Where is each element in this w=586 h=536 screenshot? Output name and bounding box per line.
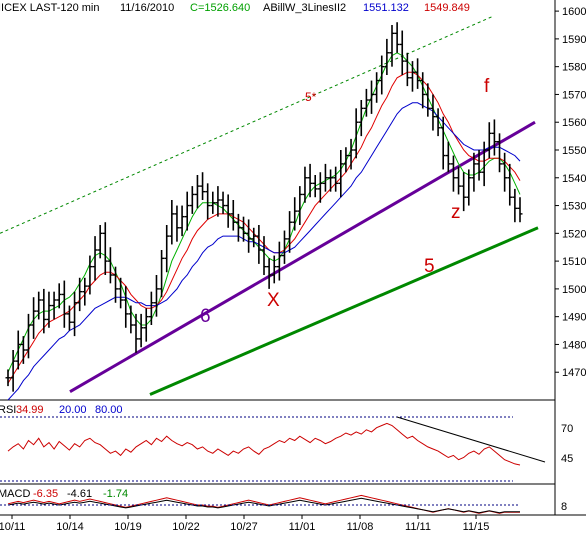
annotation-6: 6 bbox=[200, 306, 211, 327]
rsi-value: 34.99 bbox=[16, 404, 44, 416]
price-tick-label: 1510 bbox=[562, 256, 586, 268]
trendline-6 bbox=[69, 120, 536, 393]
time-tick-label: 10/14 bbox=[56, 521, 84, 533]
annotation-f: f bbox=[484, 76, 490, 97]
price-tick-label: 1470 bbox=[562, 367, 586, 379]
rsi-line bbox=[7, 422, 521, 466]
time-tick-label: 11/11 bbox=[405, 521, 431, 533]
macd-lines bbox=[0, 494, 520, 514]
price-axis: 1470 1480 1490 1500 1510 1520 1530 1540 1550 1560… bbox=[555, 6, 586, 379]
price-tick-label: 1490 bbox=[562, 312, 586, 324]
study-value-2: 1549.849 bbox=[424, 2, 470, 14]
price-tick-label: 1570 bbox=[562, 89, 586, 101]
study-value-1: 1551.132 bbox=[363, 2, 409, 14]
rsi-upper-band: 80.00 bbox=[95, 404, 123, 416]
rsi-tick-70: 70 bbox=[561, 423, 573, 435]
time-tick-label: 10/27 bbox=[230, 521, 258, 533]
close-label: C=1526.640 bbox=[190, 2, 250, 14]
time-tick-label: 10/11 bbox=[0, 521, 25, 533]
rsi-lines bbox=[7, 422, 521, 466]
macd-value-1: -6.35 bbox=[33, 488, 58, 500]
macd-value-3: -1.74 bbox=[103, 488, 128, 500]
rsi-trendline bbox=[396, 416, 546, 463]
time-tick-label: 11/01 bbox=[289, 521, 316, 533]
price-tick-label: 1520 bbox=[562, 228, 586, 240]
time-axis: 10/11 10/14 10/19 10/22 10/27 11/01 11/08 11/11… bbox=[0, 515, 489, 533]
rsi-tick-45: 45 bbox=[561, 453, 573, 465]
macd-value-2: -4.61 bbox=[67, 488, 92, 500]
time-tick-label: 11/08 bbox=[347, 521, 374, 533]
time-tick-label: 10/19 bbox=[114, 521, 142, 533]
macd-tick: 8 bbox=[561, 501, 567, 513]
price-tick-label: 1480 bbox=[562, 339, 586, 351]
annotation-z: z bbox=[451, 202, 461, 223]
price-tick-label: 1600 bbox=[562, 6, 586, 18]
annotation-5star: 5* bbox=[305, 90, 317, 104]
date-label: 11/16/2010 bbox=[120, 2, 174, 14]
trendline-5 bbox=[149, 226, 539, 396]
price-tick-label: 1540 bbox=[562, 173, 586, 185]
symbol-label: IICEX LAST-120 min bbox=[0, 2, 100, 14]
time-tick-label: 10/22 bbox=[172, 521, 200, 533]
study-name-label: ABillW_3LinesII2 bbox=[263, 2, 346, 14]
rsi-lower-band: 20.00 bbox=[59, 404, 87, 416]
annotation-x: X bbox=[267, 290, 280, 311]
ohlc-bars bbox=[5, 22, 523, 392]
rsi-label: RSI bbox=[0, 404, 16, 416]
annotation-5: 5 bbox=[424, 256, 435, 277]
price-tick-label: 1550 bbox=[562, 145, 586, 157]
price-tick-label: 1530 bbox=[562, 201, 586, 213]
price-tick-label: 1580 bbox=[562, 62, 586, 74]
price-tick-label: 1560 bbox=[562, 117, 586, 129]
macd-label: MACD bbox=[0, 488, 30, 500]
price-tick-label: 1590 bbox=[562, 34, 586, 46]
trendlines bbox=[0, 16, 539, 396]
time-tick-label: 11/15 bbox=[463, 521, 490, 533]
price-tick-label: 1500 bbox=[562, 284, 586, 296]
